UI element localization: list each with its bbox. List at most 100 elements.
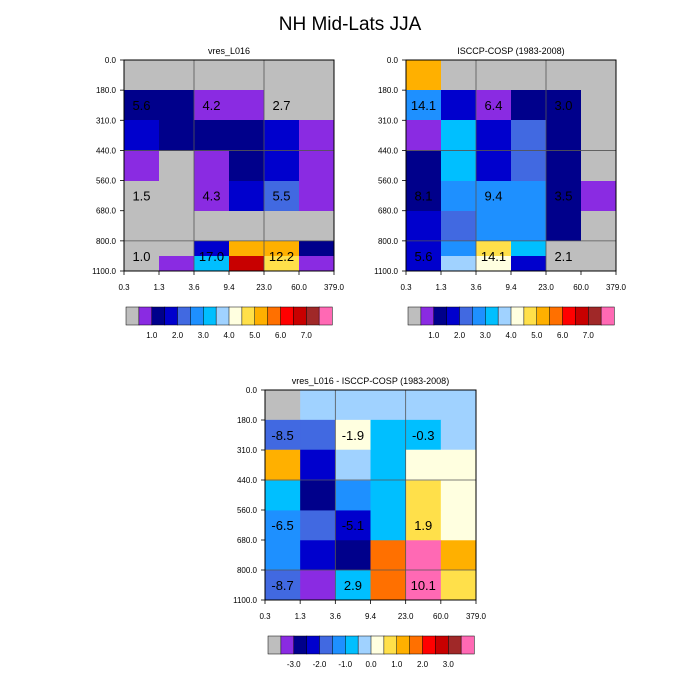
colorbar-swatch [332, 635, 346, 655]
colorbar-swatch [267, 635, 282, 655]
colorbar-swatch [241, 306, 256, 326]
x-tick-label: 0.3 [259, 612, 271, 621]
heatmap-cell [511, 211, 547, 242]
heatmap-cell [264, 181, 300, 212]
heatmap-cell [299, 90, 335, 121]
heatmap-cell [124, 90, 160, 121]
heatmap-cell [124, 60, 160, 91]
colorbar-swatch [562, 306, 576, 326]
colorbar-swatch [318, 306, 333, 326]
colorbar-swatch [164, 306, 179, 326]
colorbar-swatch [460, 635, 475, 655]
colorbar-label: 6.0 [557, 331, 569, 340]
heatmap-cell [335, 480, 371, 511]
colorbar-swatch [549, 306, 564, 326]
y-tick-label: 440.0 [378, 146, 399, 155]
heatmap-cell [299, 211, 335, 242]
colorbar-swatch [420, 306, 435, 326]
heatmap-cell [546, 181, 582, 212]
data-label: 10.1 [411, 578, 436, 593]
colorbar-swatch [523, 306, 538, 326]
heatmap-cell [300, 480, 336, 511]
colorbar-swatch [448, 635, 462, 655]
heatmap-cell [406, 181, 442, 212]
colorbar-swatch [138, 306, 153, 326]
data-label: -0.3 [412, 428, 434, 443]
heatmap-cell [159, 120, 195, 152]
data-label: -1.9 [342, 428, 364, 443]
colorbar-swatch [485, 306, 499, 326]
colorbar-label: -3.0 [287, 660, 301, 669]
heatmap-cell [581, 151, 617, 182]
heatmap-cell [194, 181, 230, 212]
y-tick-label: 800.0 [96, 237, 117, 246]
heatmap-cell [265, 540, 301, 571]
data-label: 6.4 [484, 98, 502, 113]
heatmap-cell [405, 419, 442, 451]
colorbar-label: 2.0 [454, 331, 466, 340]
colorbar-label: -2.0 [313, 660, 327, 669]
heatmap-cell [264, 241, 300, 257]
heatmap-cell [300, 540, 336, 571]
heatmap-cell [194, 256, 230, 272]
heatmap-cell [546, 60, 582, 91]
heatmap-cell [194, 151, 230, 182]
heatmap-cell [511, 120, 547, 152]
heatmap-cell [264, 256, 300, 272]
colorbar-swatch [510, 306, 525, 326]
data-label: -6.5 [271, 518, 293, 533]
x-tick-label: 60.0 [291, 283, 307, 292]
heatmap-cell [405, 480, 442, 511]
x-tick-label: 9.4 [223, 283, 235, 292]
colorbar-label: 6.0 [275, 331, 287, 340]
colorbar-swatch [319, 635, 333, 655]
heatmap-cell [405, 449, 442, 481]
heatmap-cell [265, 419, 301, 451]
colorbar-swatch [293, 635, 308, 655]
heatmap-cell [511, 181, 547, 212]
data-label: 1.5 [132, 189, 150, 204]
x-tick-label: 3.6 [330, 612, 342, 621]
heatmap-cell [370, 510, 407, 541]
heatmap-cell [546, 120, 582, 152]
x-tick-label: 379.0 [606, 283, 627, 292]
heatmap-cell [335, 449, 371, 481]
data-label: -8.7 [271, 578, 293, 593]
x-tick-label: 1.3 [295, 612, 307, 621]
heatmap-cell [370, 449, 407, 481]
heatmap-cell [511, 241, 547, 257]
heatmap-cell [406, 90, 442, 121]
panel-title: ISCCP-COSP (1983-2008) [457, 46, 564, 56]
heatmap-cell [441, 90, 477, 121]
heatmap-cell [476, 90, 512, 121]
colorbar-swatch [254, 306, 269, 326]
heatmap-cell [440, 570, 477, 601]
heatmap-cell [406, 151, 442, 182]
y-tick-label: 440.0 [237, 476, 258, 485]
heatmap-cell [406, 211, 442, 242]
data-label: 5.5 [272, 189, 290, 204]
heatmap-cell [124, 181, 160, 212]
panel-title: vres_L016 [208, 46, 250, 56]
heatmap-cell [440, 480, 477, 511]
y-tick-label: 560.0 [96, 177, 117, 186]
heatmap-cell [546, 211, 582, 242]
heatmap-cell [229, 120, 265, 152]
y-tick-label: 560.0 [237, 506, 258, 515]
colorbar-label: 5.0 [531, 331, 543, 340]
heatmap-cell [581, 256, 617, 272]
heatmap-cell [264, 211, 300, 242]
colorbar-swatch [409, 635, 424, 655]
heatmap-cell [546, 90, 582, 121]
heatmap-cell [264, 151, 300, 182]
heatmap-cell [581, 181, 617, 212]
heatmap-cell [124, 151, 160, 182]
colorbar-label: 3.0 [480, 331, 492, 340]
colorbar-swatch [293, 306, 307, 326]
heatmap-cell [300, 449, 336, 481]
heatmap-cell [546, 151, 582, 182]
heatmap-cell [299, 120, 335, 152]
heatmap-cell [440, 419, 477, 451]
colorbar-swatch [151, 306, 166, 326]
colorbar-swatch [407, 306, 422, 326]
